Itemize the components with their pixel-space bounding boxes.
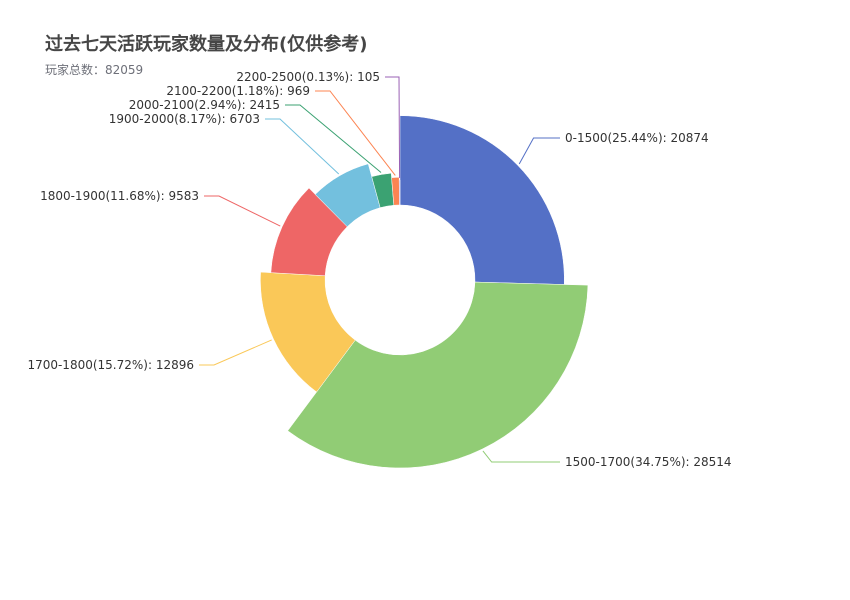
slice-label-1700-1800: 1700-1800(15.72%): 12896 — [27, 358, 194, 372]
leader-line-2100-2200 — [315, 90, 396, 176]
slice-label-2100-2200: 2100-2200(1.18%): 969 — [166, 84, 310, 98]
slice-label-1900-2000: 1900-2000(8.17%): 6703 — [109, 112, 260, 126]
slice-label-1800-1900: 1800-1900(11.68%): 9583 — [40, 189, 199, 203]
slice-label-2200-2500: 2200-2500(0.13%): 105 — [236, 70, 380, 84]
slice-label-2000-2100: 2000-2100(2.94%): 2415 — [129, 98, 280, 112]
leader-line-1800-1900 — [204, 195, 281, 227]
pie-slice-1800-1900[interactable] — [270, 187, 348, 277]
chart-title: 过去七天活跃玩家数量及分布(仅供参考) — [45, 34, 368, 55]
leader-line-0-1500 — [518, 137, 560, 165]
leader-line-1700-1800 — [199, 339, 272, 366]
pie-slice-0-1500[interactable] — [399, 115, 565, 285]
slice-label-0-1500: 0-1500(25.44%): 20874 — [565, 131, 709, 145]
leader-line-2000-2100 — [285, 104, 382, 173]
pie-slice-1500-1700[interactable] — [287, 281, 589, 469]
leader-line-1500-1700 — [482, 450, 560, 463]
slice-label-1500-1700: 1500-1700(34.75%): 28514 — [565, 455, 732, 469]
leader-line-2200-2500 — [385, 76, 401, 179]
pie-slice-1700-1800[interactable] — [260, 271, 356, 393]
chart-subtitle: 玩家总数：82059 — [45, 63, 144, 77]
leader-line-1900-2000 — [265, 118, 340, 175]
pie-slice-2200-2500[interactable] — [398, 179, 401, 206]
